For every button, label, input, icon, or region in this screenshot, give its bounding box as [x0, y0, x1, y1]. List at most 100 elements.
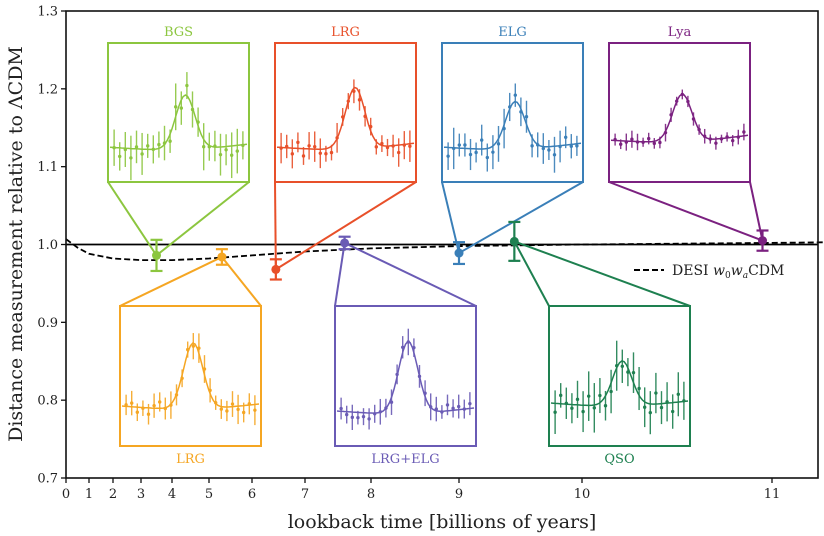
- points-layer: [150, 220, 769, 281]
- inset-fit-curve: [121, 342, 260, 410]
- inset-data-point: [146, 144, 150, 148]
- inset-data-point: [140, 152, 144, 156]
- data-point-qso: [509, 236, 519, 246]
- inset-data-point: [630, 137, 634, 141]
- inset-data-point: [389, 400, 394, 404]
- inset-connector: [119, 256, 223, 307]
- legend: DESI w0waCDM: [634, 263, 784, 281]
- inset-data-point: [290, 152, 295, 156]
- inset-data-point: [401, 345, 405, 349]
- inset-data-point: [559, 393, 563, 398]
- inset-data-point: [440, 410, 444, 414]
- inset-fit-curve: [109, 94, 248, 151]
- y-tick-label: 0.7: [37, 472, 58, 487]
- y-tick-label: 1.2: [37, 82, 58, 97]
- axes-layer: 0.7 0.8 0.9 1.0 1.1 1.2 1.3 0 1 2 3 4 5 6 7 8 9 10 11: [37, 5, 819, 502]
- inset-frame: [441, 42, 584, 183]
- legend-entry: DESI w0waCDM: [672, 263, 784, 281]
- inset-data-point: [524, 115, 529, 119]
- inset-data-point: [635, 140, 640, 144]
- inset-data-point: [575, 397, 580, 402]
- inset-data-point: [502, 126, 506, 131]
- inset-data-point: [123, 147, 128, 152]
- inset-label: QSO: [604, 452, 634, 467]
- inset-data-point: [547, 148, 551, 152]
- inset-data-point: [279, 146, 283, 150]
- inset-lya: Lya: [608, 25, 751, 183]
- inset-data-point: [158, 400, 162, 404]
- inset-data-point: [307, 144, 311, 148]
- inset-data-point: [714, 141, 718, 145]
- inset-data-point: [659, 405, 664, 410]
- inset-data-point: [513, 93, 517, 97]
- inset-data-point: [564, 401, 569, 405]
- inset-data-point: [654, 391, 658, 395]
- x-tick-label: 8: [367, 487, 375, 502]
- inset-data-point: [197, 346, 201, 350]
- inset-connector: [749, 181, 764, 241]
- inset-data-point: [174, 393, 179, 397]
- inset-data-point: [569, 144, 573, 148]
- inset-data-point: [247, 402, 251, 406]
- x-tick-label: 9: [455, 487, 463, 502]
- model-curve-w0wacdm: [65, 238, 824, 261]
- inset-data-point: [202, 367, 207, 371]
- inset-data-point: [719, 137, 724, 141]
- x-tick-label: 3: [137, 487, 145, 502]
- y-axis-label: Distance measurement relative to ΛCDM: [5, 46, 27, 442]
- inset-data-point: [368, 124, 373, 129]
- inset-data-point: [141, 406, 145, 410]
- inset-data-point: [241, 410, 246, 415]
- inset-data-point: [163, 406, 168, 411]
- inset-data-point: [196, 120, 200, 124]
- inset-data-point: [395, 372, 399, 377]
- inset-data-point: [112, 145, 116, 150]
- inset-data-point: [318, 151, 323, 155]
- inset-data-point: [468, 401, 472, 406]
- inset-data-point: [225, 409, 229, 413]
- inset-data-point: [663, 130, 668, 135]
- inset-data-point: [697, 127, 701, 132]
- inset-data-point: [146, 412, 151, 416]
- inset-data-point: [391, 144, 395, 148]
- inset-connector: [221, 256, 262, 307]
- inset-data-point: [235, 149, 239, 153]
- inset-data-point: [374, 145, 378, 149]
- data-point-lya: [758, 236, 767, 246]
- inset-data-point: [598, 393, 602, 398]
- data-point-lrg: [271, 264, 281, 274]
- inset-data-point: [162, 141, 167, 145]
- inset-data-point: [641, 140, 645, 144]
- inset-data-point: [581, 409, 585, 414]
- inset-data-point: [385, 145, 390, 150]
- data-point-bgs: [152, 250, 161, 260]
- inset-data-point: [201, 145, 206, 149]
- data-point-lrg: [217, 252, 227, 262]
- inset-frame: [548, 305, 691, 447]
- data-point-elg: [454, 248, 464, 258]
- inset-data-point: [541, 146, 545, 151]
- inset-fit-curve: [443, 100, 582, 150]
- inset-data-point: [417, 374, 422, 379]
- inset-fit-curve: [336, 340, 475, 414]
- inset-data-point: [592, 406, 597, 410]
- inset-label: LRG: [331, 25, 360, 40]
- inset-connector: [334, 242, 346, 307]
- inset-data-point: [570, 406, 574, 410]
- x-tick-label: 7: [301, 487, 309, 502]
- inset-data-point: [457, 143, 462, 147]
- inset-frame: [334, 305, 477, 447]
- inset-data-point: [456, 404, 461, 409]
- inset-data-point: [152, 403, 156, 408]
- inset-data-point: [676, 392, 680, 396]
- inset-data-point: [730, 138, 735, 143]
- data-point-lrg-elg: [340, 238, 350, 248]
- inset-data-point: [213, 144, 217, 148]
- inset-data-point: [180, 376, 184, 380]
- inset-data-point: [134, 145, 139, 149]
- x-tick-label: 10: [574, 487, 591, 502]
- inset-connector: [344, 242, 477, 307]
- inset-data-point: [186, 347, 190, 352]
- inset-data-point: [213, 401, 218, 405]
- inset-data-point: [665, 400, 669, 404]
